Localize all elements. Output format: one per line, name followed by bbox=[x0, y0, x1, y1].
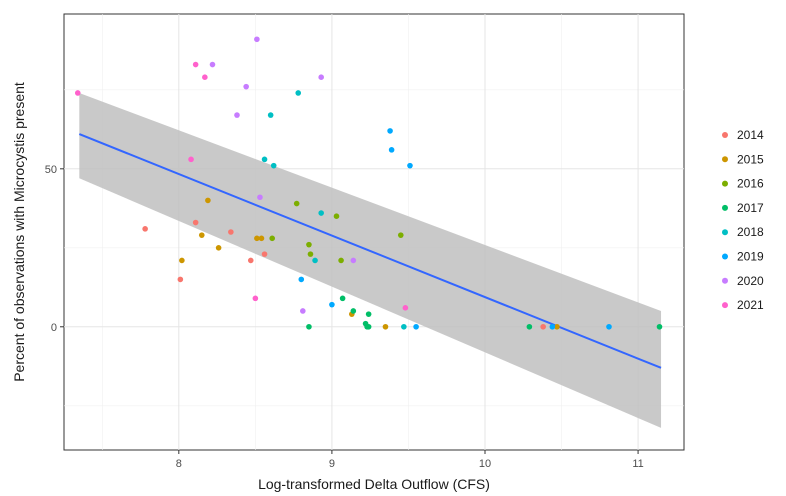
legend-label-2016: 2016 bbox=[737, 177, 764, 191]
data-point-2015 bbox=[205, 197, 211, 204]
data-point-2017 bbox=[306, 323, 312, 330]
data-point-2015 bbox=[554, 323, 560, 330]
data-point-2020 bbox=[209, 61, 216, 68]
data-point-2014 bbox=[177, 276, 184, 283]
data-point-2018 bbox=[261, 156, 268, 163]
legend: 2014 2015 2016 2017 2018 2019 2020 2021 bbox=[722, 128, 764, 312]
legend-key-2016 bbox=[722, 180, 728, 187]
x-axis-title: Log-transformed Delta Outflow (CFS) bbox=[258, 476, 490, 492]
y-axis-title: Percent of observations with Microcystis… bbox=[11, 82, 27, 382]
data-point-2015 bbox=[179, 257, 185, 264]
confidence-band bbox=[79, 92, 662, 428]
y-tick-label: 0 bbox=[51, 322, 57, 334]
data-point-2018 bbox=[267, 112, 274, 118]
data-point-2014 bbox=[540, 323, 546, 330]
legend-key-2019 bbox=[722, 253, 728, 260]
legend-key-2021 bbox=[722, 302, 728, 309]
data-point-2021 bbox=[74, 90, 81, 96]
data-point-2019 bbox=[388, 147, 395, 153]
data-point-2017 bbox=[365, 311, 372, 317]
x-tick-label: 11 bbox=[632, 458, 643, 470]
data-point-2014 bbox=[247, 257, 254, 264]
data-point-2019 bbox=[329, 301, 335, 308]
data-point-2014 bbox=[192, 219, 199, 226]
data-point-2017 bbox=[656, 323, 663, 330]
data-point-2019 bbox=[387, 128, 393, 134]
data-point-2014 bbox=[142, 226, 148, 232]
data-point-2021 bbox=[252, 295, 259, 302]
legend-key-2014 bbox=[722, 132, 728, 138]
legend-label-2017: 2017 bbox=[737, 201, 764, 215]
data-point-2021 bbox=[192, 61, 199, 68]
data-point-2015 bbox=[254, 235, 260, 242]
data-point-2016 bbox=[397, 232, 404, 238]
data-point-2016 bbox=[338, 257, 344, 264]
data-point-2015 bbox=[198, 232, 205, 238]
data-point-2019 bbox=[407, 162, 413, 169]
axis-ticks: 8 9 10 11 0 50 bbox=[45, 164, 644, 470]
data-point-2018 bbox=[295, 90, 302, 96]
legend-key-2020 bbox=[722, 277, 728, 284]
data-point-2020 bbox=[257, 194, 263, 201]
data-point-2016 bbox=[306, 241, 312, 248]
data-point-2018 bbox=[312, 257, 318, 264]
x-tick-label: 10 bbox=[479, 458, 491, 470]
trend-line bbox=[78, 133, 662, 369]
legend-key-2015 bbox=[722, 156, 728, 163]
data-point-2014 bbox=[228, 229, 234, 235]
y-tick-label: 50 bbox=[45, 164, 57, 176]
legend-label-2020: 2020 bbox=[737, 274, 764, 288]
legend-key-2017 bbox=[722, 204, 728, 211]
legend-label-2021: 2021 bbox=[737, 298, 764, 312]
data-point-2020 bbox=[243, 83, 249, 90]
data-point-2017 bbox=[526, 323, 533, 330]
data-point-2019 bbox=[413, 323, 419, 330]
data-point-2016 bbox=[333, 213, 340, 220]
data-point-2017 bbox=[350, 308, 357, 314]
data-point-2020 bbox=[234, 112, 240, 118]
legend-key-2018 bbox=[722, 229, 728, 236]
data-point-2015 bbox=[258, 235, 265, 242]
data-point-2021 bbox=[202, 74, 208, 80]
data-point-2016 bbox=[269, 235, 275, 242]
data-point-2019 bbox=[298, 276, 305, 283]
data-point-2020 bbox=[300, 308, 306, 314]
data-point-2019 bbox=[549, 323, 556, 330]
data-point-2016 bbox=[293, 200, 300, 207]
data-point-2018 bbox=[401, 323, 407, 330]
data-points bbox=[74, 36, 663, 330]
data-point-2014 bbox=[261, 251, 268, 257]
data-point-2016 bbox=[307, 251, 314, 257]
data-point-2021 bbox=[188, 156, 194, 163]
x-tick-label: 8 bbox=[176, 458, 182, 470]
data-point-2019 bbox=[606, 323, 612, 330]
legend-label-2014: 2014 bbox=[737, 128, 764, 142]
data-point-2020 bbox=[318, 74, 324, 80]
data-point-2018 bbox=[318, 210, 324, 216]
legend-label-2015: 2015 bbox=[737, 152, 764, 166]
data-point-2021 bbox=[402, 305, 409, 311]
data-point-2020 bbox=[350, 257, 357, 264]
data-point-2015 bbox=[382, 323, 389, 330]
data-point-2017 bbox=[339, 295, 346, 302]
data-point-2020 bbox=[254, 36, 260, 43]
legend-label-2019: 2019 bbox=[737, 250, 764, 264]
data-point-2015 bbox=[215, 244, 222, 251]
confidence-band-area bbox=[79, 92, 662, 428]
data-point-2018 bbox=[270, 162, 277, 169]
data-point-2017 bbox=[365, 323, 372, 330]
x-tick-label: 9 bbox=[329, 458, 335, 470]
regression-line bbox=[78, 133, 662, 369]
legend-label-2018: 2018 bbox=[737, 225, 764, 239]
